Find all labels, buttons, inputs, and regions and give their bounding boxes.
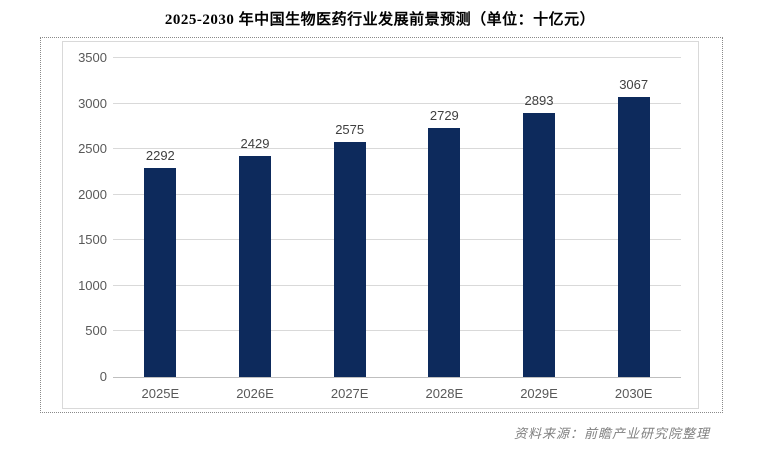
chart-outer-border: 0 500 1000 1500 2000 2500 3000 3500 2292 2429 257…: [40, 37, 723, 413]
gridline: [113, 284, 681, 286]
bar-2028E: [428, 128, 461, 377]
y-tick-label: 1500: [78, 232, 107, 248]
bar-value-label: 2729: [429, 108, 459, 124]
x-tick-label: 2030E: [614, 386, 653, 401]
bar-value-label: 3067: [619, 77, 649, 93]
bar-2026E: [239, 155, 271, 377]
y-tick-label: 500: [85, 323, 107, 339]
gridline: [113, 57, 681, 58]
gridline: [113, 239, 681, 241]
bar-2029E: [523, 113, 555, 377]
gridline: [113, 102, 681, 104]
y-tick-label: 3500: [78, 50, 107, 65]
bar-2027E: [333, 142, 366, 377]
y-tick-label: 2000: [78, 186, 107, 202]
chart-title: 2025-2030 年中国生物医药行业发展前景预测（单位：十亿元）: [164, 12, 596, 28]
y-tick-label: 1000: [78, 277, 107, 293]
x-tick-label: 2028E: [425, 386, 464, 401]
bar-value-label: 2429: [240, 135, 270, 151]
y-tick-label: 2500: [78, 141, 107, 157]
x-tick-label: 2025E: [141, 386, 180, 401]
gridline: [113, 330, 681, 332]
y-tick-label: 0: [99, 369, 107, 384]
bar-value-label: 2893: [524, 93, 554, 109]
y-tick-label: 3000: [78, 95, 107, 111]
x-tick-label: 2026E: [236, 386, 274, 401]
bar-2030E: [617, 97, 650, 377]
bar-value-label: 2292: [145, 148, 175, 164]
plot-area: 2292 2429 2575 2729 2893 3067: [113, 57, 681, 378]
x-axis-line: [113, 377, 681, 378]
x-tick-label: 2029E: [520, 386, 558, 401]
bar-2025E: [144, 168, 177, 377]
x-tick-label: 2027E: [330, 386, 369, 401]
chart-frame: 0 500 1000 1500 2000 2500 3000 3500 2292 2429 257…: [62, 41, 699, 409]
gridline: [113, 193, 681, 195]
bar-value-label: 2575: [335, 122, 365, 138]
gridline: [113, 148, 681, 150]
source-note: 资料来源：前瞻产业研究院整理: [513, 426, 710, 441]
